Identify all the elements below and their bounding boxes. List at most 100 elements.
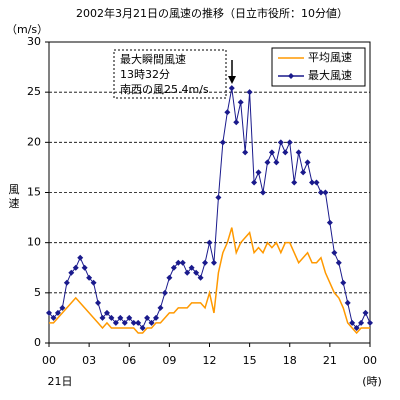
y-tick-label: 0 — [34, 336, 41, 349]
point-marker — [81, 264, 88, 271]
x-tick-label: 06 — [122, 354, 136, 367]
point-marker — [326, 219, 333, 226]
point-marker — [161, 289, 168, 296]
y-tick-label: 15 — [27, 186, 41, 199]
point-marker — [193, 269, 200, 276]
point-marker — [166, 274, 173, 281]
point-marker — [139, 324, 146, 331]
point-marker — [153, 314, 159, 321]
y-axis-label: 風速 — [9, 183, 20, 210]
point-marker — [117, 314, 124, 321]
point-marker — [210, 259, 217, 266]
annotation-text: 13時32分 — [120, 68, 170, 81]
x-tick-label: 00 — [363, 354, 377, 367]
annotation-arrowhead — [228, 76, 236, 84]
point-marker — [135, 319, 142, 326]
point-marker — [233, 119, 240, 126]
legend-label: 平均風速 — [308, 51, 352, 64]
x-sublabel: 21日 — [48, 375, 73, 388]
point-marker — [54, 309, 61, 316]
x-tick-label: 12 — [203, 354, 217, 367]
point-marker — [353, 324, 360, 331]
x-tick-label: 03 — [82, 354, 96, 367]
x-tick-label: 18 — [283, 354, 297, 367]
point-marker — [112, 319, 119, 326]
annotation-text: 最大瞬間風速 — [120, 52, 186, 66]
point-marker — [103, 309, 110, 316]
point-marker — [126, 314, 133, 321]
point-marker — [331, 249, 338, 256]
point-marker — [59, 304, 66, 311]
legend-marker — [288, 73, 294, 79]
y-unit: （m/s） — [6, 23, 48, 36]
point-marker — [86, 274, 93, 281]
point-marker — [95, 299, 102, 306]
point-marker — [344, 299, 351, 306]
point-marker — [224, 109, 231, 116]
point-marker — [260, 189, 266, 196]
point-marker — [144, 314, 151, 321]
point-marker — [188, 264, 195, 271]
x-tick-label: 00 — [42, 354, 56, 367]
point-marker — [255, 169, 262, 176]
y-tick-label: 30 — [27, 35, 41, 48]
point-marker — [215, 194, 222, 201]
legend-label: 最大風速 — [308, 68, 352, 82]
x-unit: (時) — [362, 375, 382, 388]
y-tick-label: 25 — [27, 85, 41, 98]
y-tick-label: 5 — [34, 286, 41, 299]
point-marker — [273, 159, 280, 166]
point-marker — [362, 309, 369, 316]
point-marker — [202, 259, 209, 266]
point-marker — [206, 239, 213, 246]
point-marker — [108, 314, 115, 321]
point-marker — [184, 269, 191, 276]
x-tick-label: 15 — [243, 354, 257, 367]
point-marker — [282, 149, 289, 156]
point-marker — [317, 189, 324, 196]
point-marker — [90, 279, 97, 286]
point-marker — [242, 149, 249, 156]
point-marker — [300, 169, 307, 176]
point-marker — [148, 319, 155, 326]
point-marker — [219, 139, 226, 146]
point-marker — [130, 319, 137, 326]
point-marker — [322, 189, 329, 196]
annotation-text: 南西の風25.4m/s — [120, 83, 209, 96]
point-marker — [277, 139, 284, 146]
point-marker — [77, 254, 84, 261]
point-marker — [175, 259, 182, 266]
point-marker — [291, 179, 298, 186]
chart-title: 2002年3月21日の風速の推移（日立市役所：10分値） — [76, 6, 348, 20]
point-marker — [358, 319, 365, 326]
point-marker — [68, 269, 75, 276]
legend-box — [271, 47, 366, 87]
point-marker — [313, 179, 320, 186]
point-marker — [286, 139, 293, 146]
point-marker — [309, 179, 316, 186]
point-marker — [50, 314, 57, 321]
point-marker — [179, 259, 186, 266]
point-marker — [268, 149, 275, 156]
point-marker — [246, 89, 253, 96]
point-marker — [121, 319, 128, 326]
point-marker — [99, 314, 106, 321]
series-line — [49, 227, 370, 335]
point-marker — [264, 159, 271, 166]
point-marker — [228, 85, 235, 92]
point-marker — [157, 304, 164, 311]
x-tick-label: 09 — [162, 354, 176, 367]
point-marker — [335, 259, 342, 266]
annotation-box — [113, 49, 227, 99]
point-marker — [251, 179, 258, 186]
point-marker — [63, 279, 70, 286]
y-tick-label: 10 — [27, 236, 41, 249]
point-marker — [72, 264, 79, 271]
x-tick-label: 21 — [323, 354, 337, 367]
y-tick-label: 20 — [27, 135, 41, 148]
point-marker — [349, 319, 356, 326]
point-marker — [340, 279, 347, 286]
point-marker — [237, 99, 244, 106]
point-marker — [46, 309, 52, 316]
